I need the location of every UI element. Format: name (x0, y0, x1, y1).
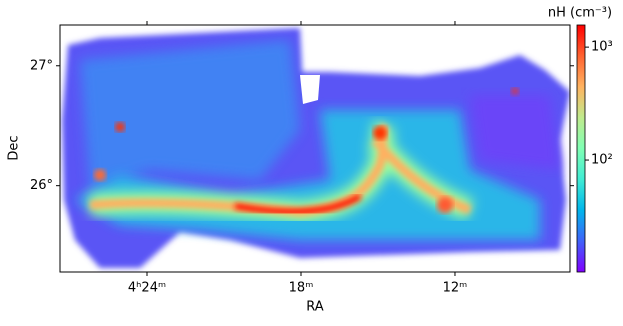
x-axis-label: RA (306, 300, 324, 315)
x-tick-label: 18ᵐ (289, 281, 314, 296)
x-tick-label: 4ʰ24ᵐ (128, 281, 166, 296)
colorbar-label: nH (cm⁻³) (548, 6, 612, 21)
colorbar (576, 24, 586, 273)
density-map (62, 28, 570, 268)
colorbar-tick-label: 10² (591, 153, 613, 168)
y-tick-label: 27° (30, 58, 53, 73)
plot-frame (59, 24, 571, 273)
colorbar-tick-label: 10³ (591, 40, 613, 55)
y-axis-label: Dec (7, 135, 22, 160)
y-tick-label: 26° (30, 178, 53, 193)
x-tick-label: 12ᵐ (443, 281, 468, 296)
